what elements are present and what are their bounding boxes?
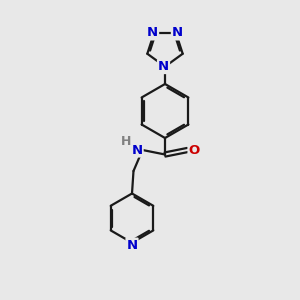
- Text: O: O: [188, 143, 200, 157]
- Text: N: N: [158, 60, 169, 73]
- Text: N: N: [172, 26, 183, 40]
- Text: N: N: [131, 143, 143, 157]
- Text: H: H: [121, 135, 131, 148]
- Text: N: N: [147, 26, 158, 40]
- Text: N: N: [126, 238, 138, 252]
